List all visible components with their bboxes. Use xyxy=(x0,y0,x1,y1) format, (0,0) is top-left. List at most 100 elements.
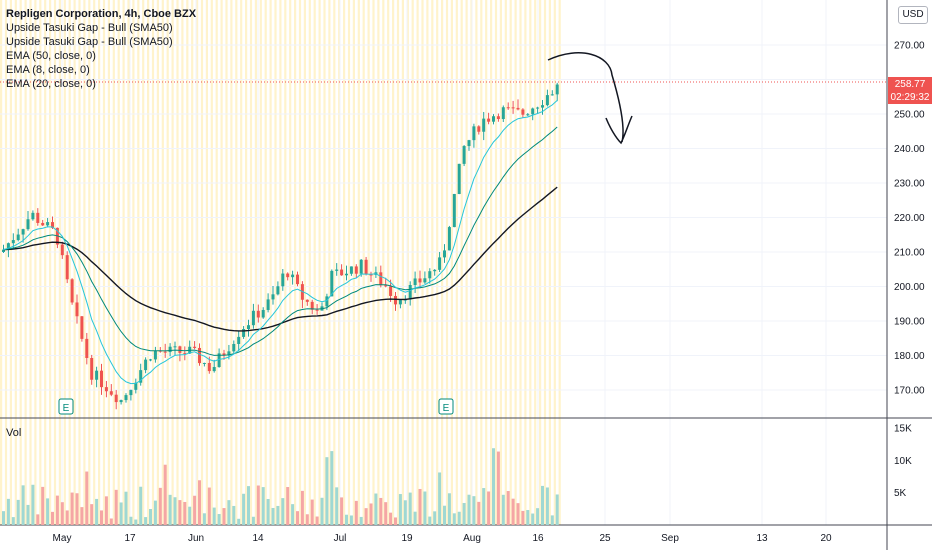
volume-bar xyxy=(21,485,25,525)
volume-bar xyxy=(364,508,368,525)
currency-button[interactable]: USD xyxy=(898,6,928,24)
session-stripe xyxy=(249,0,253,525)
candle-body xyxy=(149,359,152,361)
session-stripe xyxy=(494,0,498,525)
candle-body xyxy=(398,300,402,305)
volume-bar xyxy=(428,516,432,525)
volume-bar xyxy=(374,493,378,525)
volume-tick-label: 5K xyxy=(894,488,907,499)
session-stripe xyxy=(161,0,164,525)
volume-bar xyxy=(457,511,461,525)
price-tick-label: 170.00 xyxy=(894,386,925,397)
session-stripe xyxy=(377,0,380,525)
session-stripe xyxy=(382,0,385,525)
volume-bar xyxy=(36,514,40,525)
last-price-countdown: 02:29:32 xyxy=(890,92,930,103)
session-stripe xyxy=(215,0,218,525)
time-tick-label: 14 xyxy=(252,533,264,544)
candle-body xyxy=(144,359,148,371)
candle-body xyxy=(75,302,79,317)
candle-body xyxy=(183,352,187,354)
volume-bar xyxy=(496,451,500,525)
candle-body xyxy=(384,285,388,287)
session-stripe xyxy=(401,0,404,525)
time-tick-label: Jul xyxy=(334,533,347,544)
candle-body xyxy=(70,279,74,303)
volume-bar xyxy=(487,491,491,525)
candle-body xyxy=(90,358,94,380)
price-tick-label: 230.00 xyxy=(894,179,925,190)
session-stripe xyxy=(411,0,414,525)
candle-body xyxy=(281,273,285,287)
candle-body xyxy=(100,370,103,388)
session-stripe xyxy=(323,0,326,525)
volume-bar xyxy=(398,494,402,525)
session-stripe xyxy=(274,0,277,525)
last-price-value: 258.77 xyxy=(894,79,926,90)
price-tick-label: 240.00 xyxy=(894,144,925,155)
session-stripe xyxy=(343,0,346,525)
session-stripe xyxy=(117,0,120,525)
volume-bar xyxy=(354,500,358,525)
session-stripe xyxy=(308,0,311,525)
volume-bar xyxy=(237,518,241,525)
volume-bar xyxy=(325,457,329,525)
candle-body xyxy=(271,294,275,300)
volume-bar xyxy=(178,500,182,525)
candle-body xyxy=(134,382,138,390)
volume-bar xyxy=(163,464,167,525)
session-stripe xyxy=(519,0,522,525)
candle-body xyxy=(555,84,559,95)
volume-bar xyxy=(447,493,451,525)
session-stripe xyxy=(529,0,532,525)
candle-body xyxy=(129,389,133,396)
candle-body xyxy=(207,362,211,372)
candle-body xyxy=(536,107,540,109)
session-stripe xyxy=(122,0,125,525)
volume-bar xyxy=(320,497,324,525)
session-stripe xyxy=(235,0,238,525)
candle-body xyxy=(462,146,466,164)
session-stripe xyxy=(455,0,458,525)
volume-bar xyxy=(124,491,128,525)
volume-bar xyxy=(418,488,422,525)
volume-bar xyxy=(296,511,299,525)
time-tick-label: 17 xyxy=(124,533,136,544)
candle-body xyxy=(447,227,451,251)
volume-bar xyxy=(242,493,246,525)
candle-body xyxy=(6,243,10,250)
volume-bar xyxy=(65,510,69,525)
session-stripe xyxy=(200,0,204,525)
session-stripe xyxy=(347,0,351,525)
volume-bar xyxy=(291,504,295,525)
volume-bar xyxy=(222,508,226,525)
session-stripe xyxy=(34,0,37,525)
price-tick-label: 190.00 xyxy=(894,317,925,328)
time-axis-ticks: May 17 Jun 14 Jul 19 Aug 16 25 Sep 13 20 xyxy=(53,533,832,544)
candle-body xyxy=(139,370,143,383)
price-tick-label: 200.00 xyxy=(894,282,925,293)
volume-bar xyxy=(384,502,388,525)
candle-body xyxy=(153,350,157,360)
candle-body xyxy=(506,107,510,109)
session-stripe xyxy=(88,0,91,525)
session-stripe xyxy=(490,0,493,525)
volume-bar xyxy=(403,500,407,525)
session-stripe xyxy=(58,0,61,525)
volume-bar xyxy=(129,516,133,525)
price-tick-label: 270.00 xyxy=(894,41,925,52)
session-stripe xyxy=(543,0,547,525)
session-stripe xyxy=(19,0,22,525)
volume-bar xyxy=(511,498,515,525)
candle-body xyxy=(369,274,373,276)
candle-body xyxy=(163,351,167,353)
time-tick-label: Jun xyxy=(188,533,204,544)
volume-bar xyxy=(526,510,530,525)
session-stripe xyxy=(63,0,66,525)
session-stripe xyxy=(298,0,302,525)
earnings-marker-box xyxy=(438,398,454,415)
volume-bar xyxy=(516,503,520,525)
candle-body xyxy=(95,370,99,380)
session-stripe xyxy=(78,0,81,525)
